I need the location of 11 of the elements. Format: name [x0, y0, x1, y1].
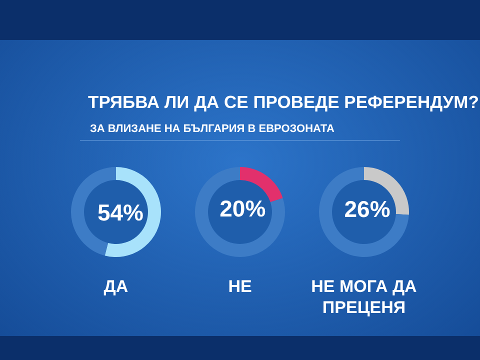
text: ТРЯБВА ЛИ ДА СЕ ПРОВЕДЕ РЕФЕРЕНДУМ?: [88, 92, 479, 112]
donut-slice: [240, 167, 283, 202]
donut-slice: [195, 167, 285, 257]
data-label: 54%: [97, 200, 144, 226]
data-label: 20%: [220, 195, 266, 222]
text: ЗА ВЛИЗАНЕ НА БЪЛГАРИЯ В ЕВРОЗОНАТА: [90, 123, 334, 135]
donut-slice: [319, 167, 409, 257]
text: НЕ: [228, 277, 252, 296]
text: НЕ МОГА ДА ПРЕЦЕНЯ: [311, 277, 417, 317]
text: ДА: [104, 277, 128, 296]
data-label: 26%: [344, 196, 390, 222]
